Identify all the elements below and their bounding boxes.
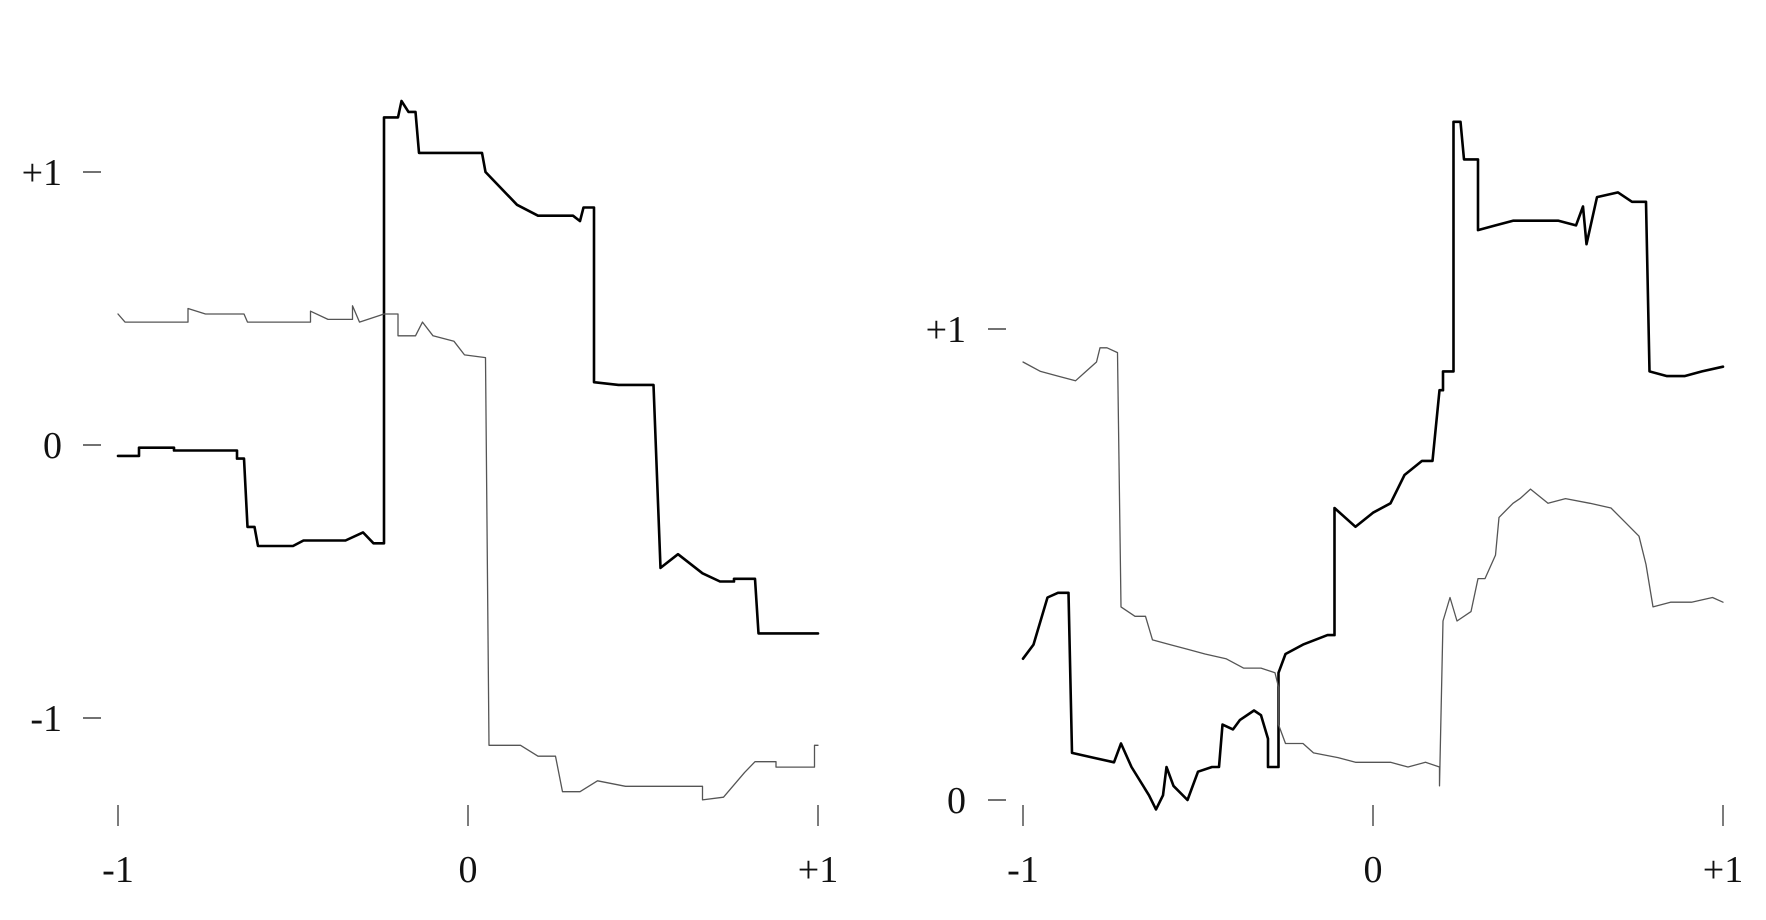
x-tick-label: +1 <box>798 849 838 891</box>
y-tick-label: +1 <box>22 152 62 194</box>
y-tick-label: 0 <box>43 425 62 467</box>
x-tick-label: 0 <box>1364 849 1383 891</box>
x-tick-label: 0 <box>459 849 478 891</box>
y-tick-label: 0 <box>947 780 966 822</box>
y-tick-label: +1 <box>926 309 966 351</box>
x-tick-label: +1 <box>1703 849 1743 891</box>
right-chart-panel: -1 0 +1 +1 0 <box>926 120 1743 891</box>
thin-series-line <box>1022 347 1724 787</box>
x-tick-label: -1 <box>1007 849 1039 891</box>
left-chart-panel: -1 0 +1 +1 0 -1 <box>22 99 838 891</box>
thin-series-line <box>117 305 819 801</box>
x-tick-label: -1 <box>102 849 134 891</box>
thick-series-line <box>1021 120 1725 811</box>
thick-series-line <box>116 99 820 635</box>
y-tick-label: -1 <box>30 698 62 740</box>
